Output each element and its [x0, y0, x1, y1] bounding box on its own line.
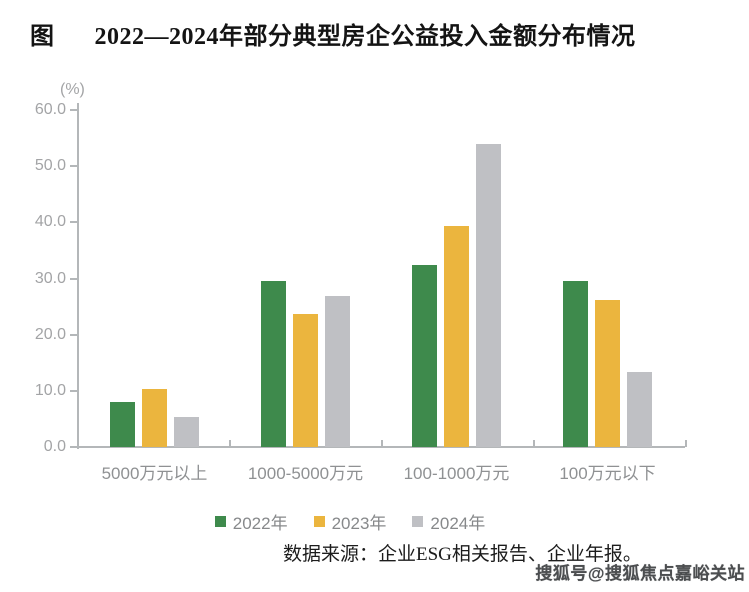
y-axis-tick-mark [70, 333, 77, 336]
y-axis-tick-label: 20.0 [34, 325, 66, 343]
data-source-text: 数据来源：企业ESG相关报告、企业年报。 [283, 544, 642, 565]
bar-group-3 [381, 110, 532, 447]
x-axis-category-label: 5000万元以上 [101, 464, 208, 483]
x-axis-category-labels: 5000万元以上 1000-5000万元 100-1000万元 100万元以下 [79, 459, 683, 484]
y-axis-tick-mark [70, 277, 77, 280]
figure-title: 图 2022—2024年部分典型房企公益投入金额分布情况 [30, 16, 636, 51]
bar-group-4 [532, 110, 683, 447]
legend-swatch-icon [313, 516, 325, 527]
x-axis-tick-mark [77, 440, 79, 447]
x-axis-tick-mark [685, 440, 687, 447]
x-axis-category-label: 1000-5000万元 [247, 464, 364, 483]
bar-2022年-100万元以下 [563, 281, 588, 447]
figure-title-text: 2022—2024年部分典型房企公益投入金额分布情况 [94, 24, 636, 50]
legend-swatch-icon [412, 516, 424, 527]
bar-2023年-1000-5000万元 [293, 314, 318, 447]
bar-2024年-1000-5000万元 [325, 295, 350, 447]
bar-2022年-5000万元以上 [110, 402, 135, 447]
y-axis-tick-label: 10.0 [34, 381, 66, 399]
x-axis-category-label: 100-1000万元 [403, 464, 510, 483]
y-axis-tick-label: 60.0 [34, 101, 66, 118]
x-axis-tick-mark [381, 440, 383, 447]
bar-2022年-1000-5000万元 [261, 281, 286, 447]
legend-label: 2022年 [232, 514, 288, 533]
y-axis-tick-label: 30.0 [34, 269, 66, 287]
x-axis-category-label: 100万元以下 [559, 464, 656, 483]
legend: 2022年 2023年 2024年 [0, 509, 700, 534]
y-axis-tick-mark [70, 446, 77, 448]
legend-label: 2024年 [430, 514, 486, 533]
y-axis-tick-mark [70, 389, 77, 392]
figure-title-prefix: 图 [30, 24, 55, 50]
y-axis-tick-label: 0.0 [43, 438, 66, 455]
y-axis-tick-label: 50.0 [34, 157, 66, 175]
bar-2022年-100-1000万元 [412, 265, 437, 447]
bar-group-2 [230, 110, 381, 447]
plot-area [79, 110, 683, 447]
bar-2023年-5000万元以上 [142, 389, 167, 447]
y-axis-tick-label: 40.0 [34, 213, 66, 231]
y-axis-tick-mark [70, 165, 77, 168]
bar-group-1 [79, 110, 230, 447]
y-axis-tick-mark [70, 221, 77, 224]
bar-2024年-100万元以下 [627, 372, 652, 447]
legend-label: 2023年 [331, 514, 387, 533]
legend-item-2024年: 2024年 [412, 509, 485, 534]
watermark-text: 搜狐号@搜狐焦点嘉峪关站 [535, 564, 745, 583]
bar-2023年-100万元以下 [595, 299, 620, 447]
bar-2024年-100-1000万元 [476, 143, 501, 447]
bar-2024年-5000万元以上 [174, 416, 199, 447]
legend-item-2023年: 2023年 [313, 509, 387, 534]
x-axis-line [77, 446, 685, 448]
y-axis-line [77, 103, 79, 449]
x-axis-tick-mark [533, 440, 535, 447]
bar-2023年-100-1000万元 [444, 225, 469, 447]
x-axis-tick-mark [229, 440, 231, 447]
legend-swatch-icon [214, 516, 226, 527]
legend-item-2022年: 2022年 [214, 509, 288, 534]
y-axis-tick-mark [70, 109, 77, 111]
y-axis-unit-label: (%) [60, 81, 85, 98]
